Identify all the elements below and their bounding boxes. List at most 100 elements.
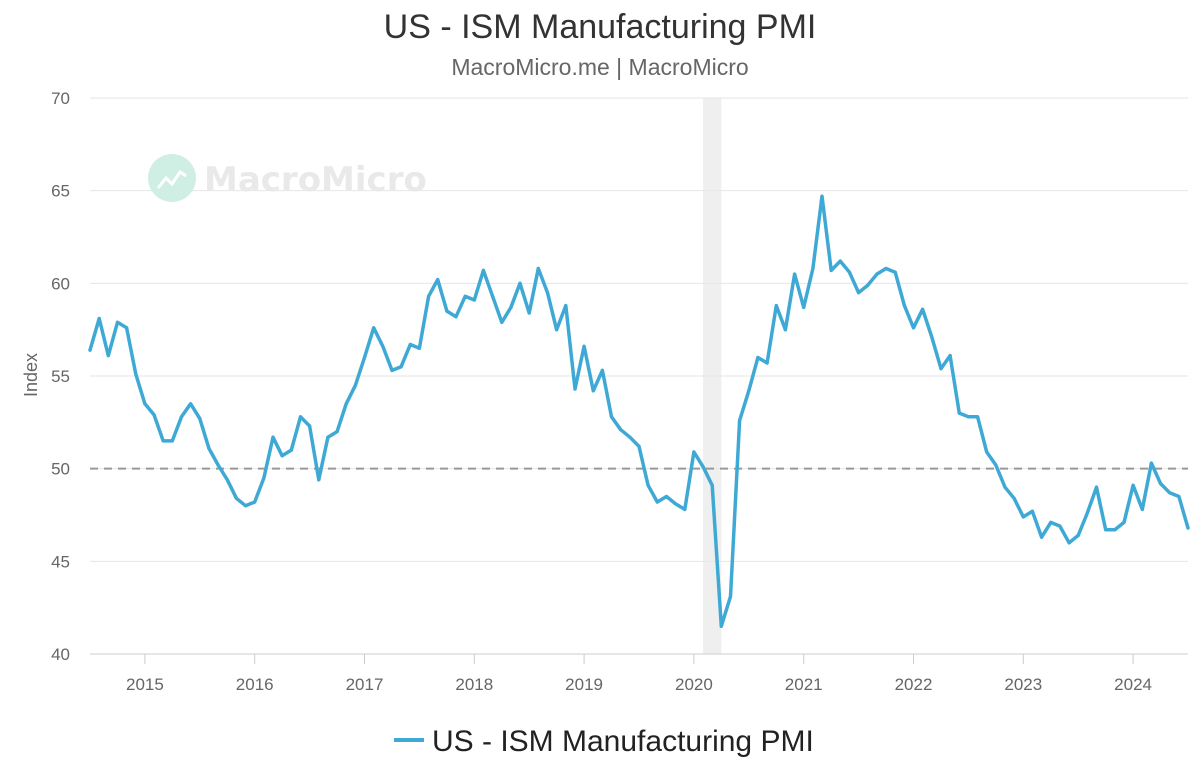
x-tick-label: 2015 <box>126 675 164 694</box>
data-point <box>344 402 348 406</box>
data-point <box>472 298 476 302</box>
data-point <box>683 507 687 511</box>
y-tick-label: 45 <box>51 552 70 571</box>
watermark-trend-icon <box>156 169 187 189</box>
data-point <box>115 320 120 324</box>
data-point <box>271 435 275 439</box>
data-point <box>820 194 824 198</box>
y-tick-label: 70 <box>51 89 70 108</box>
legend-label[interactable]: US - ISM Manufacturing PMI <box>432 725 814 758</box>
data-point <box>1168 491 1172 495</box>
y-tick-label: 55 <box>51 367 70 386</box>
data-point <box>555 328 559 332</box>
data-point <box>728 594 733 599</box>
watermark-text: MacroMicro <box>204 160 427 200</box>
data-point <box>198 417 202 421</box>
data-point <box>454 315 458 319</box>
data-point <box>902 304 907 308</box>
legend[interactable]: US - ISM Manufacturing PMI <box>394 725 814 758</box>
data-point <box>793 272 797 276</box>
chart-subtitle: MacroMicro.me | MacroMicro <box>451 54 749 80</box>
data-point <box>289 448 293 452</box>
data-point <box>1021 515 1025 519</box>
data-point <box>545 291 550 295</box>
data-point <box>738 418 742 423</box>
x-tick-label: 2018 <box>455 675 493 694</box>
data-point <box>317 478 321 482</box>
data-point <box>399 365 403 369</box>
data-point <box>500 320 504 324</box>
data-point <box>97 316 101 321</box>
data-point <box>216 463 220 467</box>
x-tick-label: 2016 <box>236 675 274 694</box>
data-point <box>847 270 852 274</box>
data-point <box>783 328 788 332</box>
y-axis-tick-labels: 40 45 50 55 60 65 70 <box>51 89 70 664</box>
data-point <box>628 435 632 439</box>
data-point <box>518 281 522 285</box>
data-point <box>1003 485 1007 489</box>
data-point <box>179 415 184 419</box>
data-point <box>857 291 861 295</box>
data-point <box>436 278 440 282</box>
x-tick-label: 2022 <box>895 675 933 694</box>
data-point <box>1049 520 1053 525</box>
data-point <box>701 465 705 469</box>
chart-title: US - ISM Manufacturing PMI <box>383 8 817 46</box>
data-point <box>930 335 934 339</box>
data-point <box>609 415 614 419</box>
data-point <box>637 444 641 448</box>
data-point <box>1158 481 1163 486</box>
data-point <box>710 483 714 487</box>
data-point <box>674 502 678 506</box>
data-point <box>1149 461 1153 465</box>
data-point <box>765 361 769 365</box>
data-point <box>427 294 431 298</box>
data-point <box>445 309 449 313</box>
data-point <box>646 483 650 487</box>
data-point <box>88 348 92 352</box>
data-point <box>692 450 696 454</box>
data-point <box>335 430 339 434</box>
data-point <box>591 389 595 393</box>
data-point <box>1076 533 1080 538</box>
data-point <box>491 294 495 298</box>
data-point <box>619 428 623 432</box>
data-point <box>582 344 586 348</box>
x-tick-label: 2021 <box>785 675 823 694</box>
data-point <box>573 387 577 391</box>
x-tick-label: 2017 <box>346 675 384 694</box>
data-point <box>1040 535 1044 539</box>
data-point <box>664 494 669 499</box>
data-point <box>957 411 961 415</box>
series-layer <box>88 194 1190 628</box>
data-point <box>1030 509 1034 513</box>
data-point <box>838 259 842 263</box>
data-point <box>143 402 147 406</box>
watermark: MacroMicro <box>148 154 427 202</box>
data-point <box>1186 526 1190 530</box>
data-point <box>1058 524 1062 528</box>
data-point <box>234 496 238 500</box>
data-point <box>1113 528 1117 532</box>
data-point <box>390 368 394 372</box>
data-point <box>125 326 129 330</box>
data-point <box>362 355 367 360</box>
data-point <box>381 344 385 348</box>
data-point <box>1140 507 1144 511</box>
data-point <box>298 415 303 419</box>
data-point <box>106 354 110 358</box>
data-point <box>719 624 723 628</box>
y-axis-title: Index <box>21 353 41 397</box>
data-point <box>1122 520 1126 525</box>
data-point <box>994 463 998 467</box>
data-point <box>243 504 248 508</box>
watermark-logo-icon <box>148 154 196 202</box>
data-point <box>481 268 485 272</box>
data-point <box>326 435 330 439</box>
x-axis-tick-labels: 2015 2016 2017 2018 2019 2020 2021 2022 2023 2024 <box>126 654 1152 694</box>
data-point <box>353 383 357 387</box>
data-point <box>463 294 467 298</box>
data-point <box>280 454 284 458</box>
